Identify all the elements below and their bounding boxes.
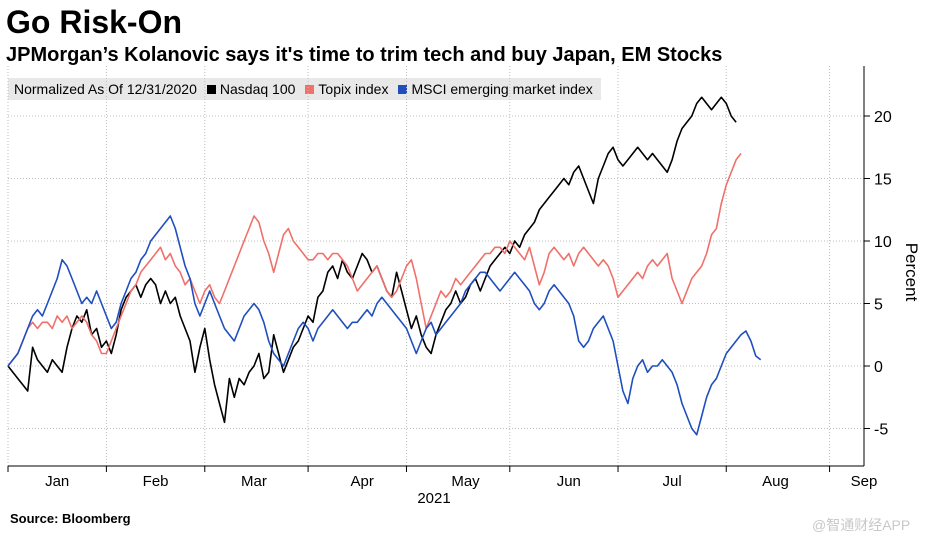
chart-title: Go Risk-On: [6, 4, 183, 40]
x-tick-label: Apr: [351, 473, 374, 490]
y-tick-label: 10: [874, 234, 892, 251]
x-tick-label: Feb: [143, 473, 169, 490]
series-lines: [7, 96, 762, 436]
axes: -5 0 5 10 15 20 Jan Feb Mar Apr May Jun Jul Aug Sep: [7, 66, 892, 490]
y-axis-label: Percent: [902, 243, 921, 302]
legend-swatch-nasdaq: [206, 84, 216, 94]
legend-entry-msci: MSCI emerging market index: [398, 81, 593, 97]
series-line-0: [7, 96, 737, 424]
y-tick-label: 15: [874, 172, 892, 189]
x-axis-year-label: 2021: [417, 490, 450, 507]
legend-swatch-topix: [305, 84, 315, 94]
x-tick-label: Sep: [851, 473, 878, 490]
x-tick-label: Mar: [241, 473, 267, 490]
legend-swatch-msci: [398, 84, 408, 94]
x-tick-label: Jun: [557, 473, 581, 490]
legend-entry-nasdaq: Nasdaq 100: [206, 81, 296, 97]
y-tick-label: 20: [874, 109, 892, 126]
x-tick-label: Jul: [663, 473, 682, 490]
chart-subtitle: JPMorgan’s Kolanovic says it's time to t…: [6, 44, 723, 66]
y-tick-label: 0: [874, 359, 883, 376]
legend-label-msci: MSCI emerging market index: [411, 81, 593, 97]
legend-normalized-label: Normalized As Of 12/31/2020: [14, 81, 197, 97]
x-tick-label: May: [451, 473, 480, 490]
legend: Normalized As Of 12/31/2020 Nasdaq 100 T…: [8, 78, 601, 100]
y-tick-label: -5: [874, 422, 888, 439]
source-note: Source: Bloomberg: [10, 511, 131, 526]
legend-label-topix: Topix index: [318, 81, 389, 97]
series-line-1: [7, 153, 742, 367]
y-tick-label: 5: [874, 297, 883, 314]
series-line-2: [7, 215, 762, 436]
x-tick-label: Aug: [762, 473, 789, 490]
gridlines: [7, 66, 864, 466]
legend-entry-topix: Topix index: [305, 81, 388, 97]
x-tick-label: Jan: [45, 473, 69, 490]
legend-label-nasdaq: Nasdaq 100: [219, 81, 296, 97]
watermark: @智通财经APP: [812, 517, 911, 533]
